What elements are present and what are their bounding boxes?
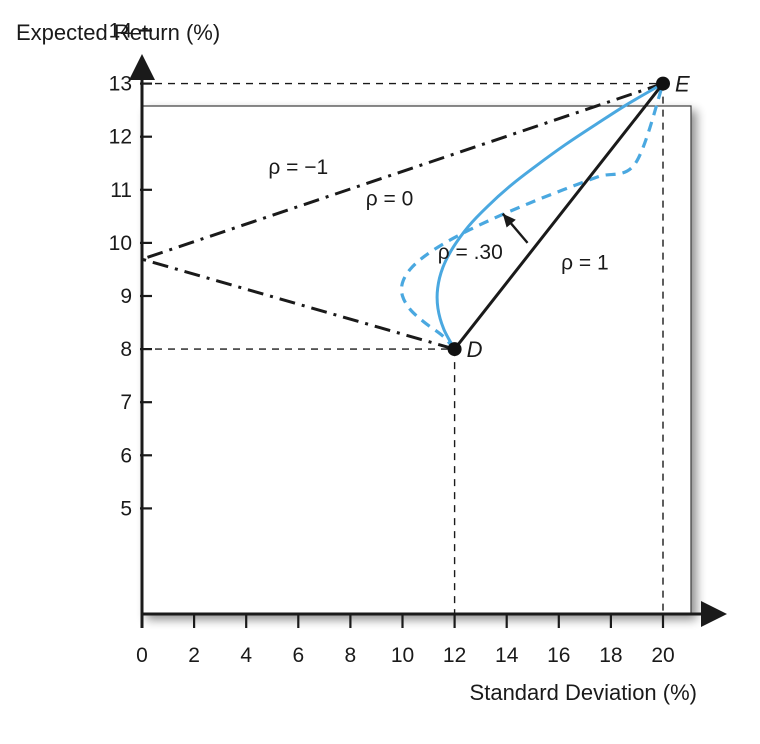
labels-group: ρ = −1 ρ = 0 ρ = .30 ρ = 1: [268, 156, 608, 275]
y-tick-label-10: 10: [109, 232, 132, 255]
rho-030-pointer-arrowhead: [502, 213, 516, 228]
x-tick-label-4: 4: [240, 644, 252, 667]
x-tick-label-12: 12: [443, 644, 466, 667]
rho-030-curve: [435, 82, 664, 350]
axes-group: [129, 54, 727, 628]
rho-030-label: ρ = .30: [438, 241, 503, 264]
point-label-e: E: [675, 72, 690, 97]
x-tick-label-6: 6: [292, 644, 304, 667]
x-axis-title: Standard Deviation (%): [470, 680, 697, 705]
x-tick-label-0: 0: [136, 644, 148, 667]
point-label-d: D: [467, 337, 483, 362]
rho-1-label: ρ = 1: [561, 251, 609, 274]
point-e: [656, 76, 670, 91]
y-axis-arrow: [129, 54, 155, 80]
y-tick-label-7: 7: [120, 391, 132, 414]
x-tick-label-20: 20: [651, 644, 674, 667]
x-tick-label-16: 16: [547, 644, 570, 667]
x-tick-label-8: 8: [345, 644, 357, 667]
x-tick-label-18: 18: [599, 644, 622, 667]
y-tick-label-12: 12: [109, 126, 132, 149]
y-tick-label-8: 8: [120, 338, 132, 361]
ticks-group: 0 2 4 6 8 10 12 14 16 18 20 5 6 7 8 9 10 11 12 13 14: [109, 20, 675, 668]
points-group: DE: [447, 72, 690, 362]
guide-lines: [142, 82, 664, 614]
rho-0-curve: [399, 83, 665, 351]
x-tick-label-2: 2: [188, 644, 200, 667]
y-tick-label-6: 6: [120, 444, 132, 467]
y-tick-label-9: 9: [120, 285, 132, 308]
series-group: [140, 82, 665, 351]
x-tick-label-14: 14: [495, 644, 519, 667]
point-d: [447, 342, 462, 357]
y-tick-label-14: 14: [109, 20, 133, 43]
x-axis-arrow: [701, 601, 727, 627]
rho-1-line: [453, 82, 665, 351]
y-tick-label-13: 13: [109, 73, 132, 96]
plot-area: [141, 105, 692, 615]
rho-0-label: ρ = 0: [366, 188, 414, 211]
y-tick-label-11: 11: [110, 179, 132, 202]
y-axis-title: Expected Return (%): [16, 20, 220, 45]
rho-minus-1-line: [140, 82, 664, 351]
x-tick-label-10: 10: [391, 644, 414, 667]
y-tick-label-5: 5: [120, 497, 132, 520]
rho-minus-1-label: ρ = −1: [268, 156, 328, 179]
plot-frame: [141, 105, 692, 615]
